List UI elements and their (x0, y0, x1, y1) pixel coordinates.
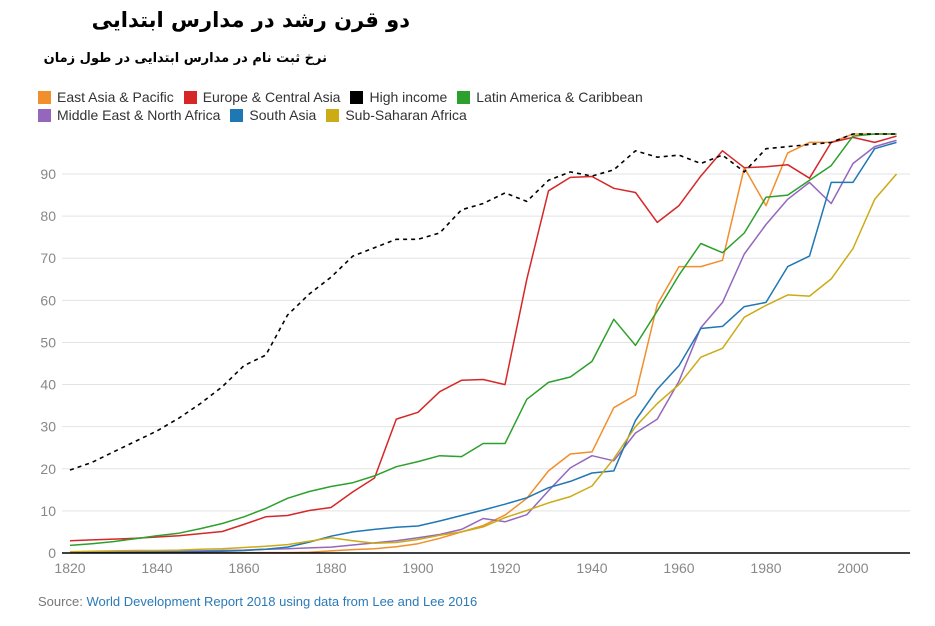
legend-row: Middle East & North Africa South Asia Su… (38, 106, 738, 124)
chart-subtitle: نرخ ثبت نام در مدارس ابتدایی در طول زمان (43, 51, 327, 66)
legend-row: East Asia & Pacific Europe & Central Asi… (38, 88, 738, 106)
legend-swatch (183, 90, 197, 104)
y-tick-label: 0 (48, 545, 56, 561)
legend-item-east-asia-pacific[interactable]: East Asia & Pacific (38, 89, 174, 105)
legend-swatch (457, 90, 471, 104)
legend-label: Latin America & Caribbean (476, 89, 643, 105)
series-line-sub-saharan-africa (69, 173, 898, 553)
line-chart: 0 10 20 30 40 50 60 70 80 90 1820 1840 1860 1880 1900… (40, 133, 910, 576)
source-link[interactable]: World Development Report 2018 using data… (86, 594, 478, 609)
y-tick-label: 90 (40, 166, 56, 182)
y-tick-label: 50 (40, 334, 56, 350)
legend-swatch (326, 108, 340, 122)
x-tick-label: 1980 (750, 560, 781, 576)
x-tick-label: 1840 (141, 560, 172, 576)
x-axis-ticks: 1820 1840 1860 1880 1900 1920 1940 1960 1980 2000 (54, 560, 868, 576)
legend-label: Sub-Saharan Africa (345, 107, 467, 123)
x-tick-label: 2000 (837, 560, 868, 576)
legend: East Asia & Pacific Europe & Central Asi… (38, 88, 738, 124)
y-tick-label: 60 (40, 292, 56, 308)
series-line-high-income (69, 133, 897, 471)
x-tick-label: 1880 (315, 560, 346, 576)
legend-item-south-asia[interactable]: South Asia (230, 107, 316, 123)
series-line-south-asia (70, 141, 897, 554)
legend-item-latin-america-caribbean[interactable]: Latin America & Caribbean (457, 89, 643, 105)
y-tick-label: 40 (40, 377, 56, 393)
y-tick-label: 80 (40, 208, 56, 224)
legend-swatch (38, 108, 51, 122)
legend-label: High income (369, 89, 448, 105)
series-line-middle-east-north-africa (70, 139, 897, 553)
legend-swatch (350, 90, 364, 104)
legend-swatch (38, 90, 51, 104)
legend-label: Europe & Central Asia (202, 89, 341, 105)
y-tick-label: 10 (40, 503, 56, 519)
legend-label: South Asia (249, 107, 317, 123)
series-line-europe-central-asia (69, 135, 897, 542)
y-tick-label: 30 (40, 419, 56, 435)
x-tick-label: 1860 (228, 560, 259, 576)
x-tick-label: 1960 (663, 560, 694, 576)
source-note: Source: World Development Report 2018 us… (38, 594, 477, 609)
legend-item-high-income[interactable]: High income (350, 89, 447, 105)
legend-swatch (230, 108, 244, 122)
legend-item-sub-saharan-africa[interactable]: Sub-Saharan Africa (326, 107, 467, 123)
chart-title: دو قرن رشد در مدارس ابتدایی (91, 8, 410, 32)
legend-label: Middle East & North Africa (57, 107, 221, 123)
series-line-latin-america-caribbean (69, 133, 897, 547)
legend-label: East Asia & Pacific (57, 89, 174, 105)
x-tick-label: 1920 (489, 560, 520, 576)
series-lines (69, 133, 898, 554)
gridlines (62, 173, 910, 512)
legend-item-europe-central-asia[interactable]: Europe & Central Asia (183, 89, 341, 105)
x-tick-label: 1900 (402, 560, 433, 576)
legend-item-middle-east-north-africa[interactable]: Middle East & North Africa (38, 107, 220, 123)
x-tick-label: 1940 (576, 560, 607, 576)
x-tick-label: 1820 (54, 560, 85, 576)
y-tick-label: 70 (40, 250, 56, 266)
y-axis-ticks: 0 10 20 30 40 50 60 70 80 90 (40, 166, 56, 561)
source-label: Source: (38, 594, 83, 609)
y-tick-label: 20 (40, 461, 56, 477)
